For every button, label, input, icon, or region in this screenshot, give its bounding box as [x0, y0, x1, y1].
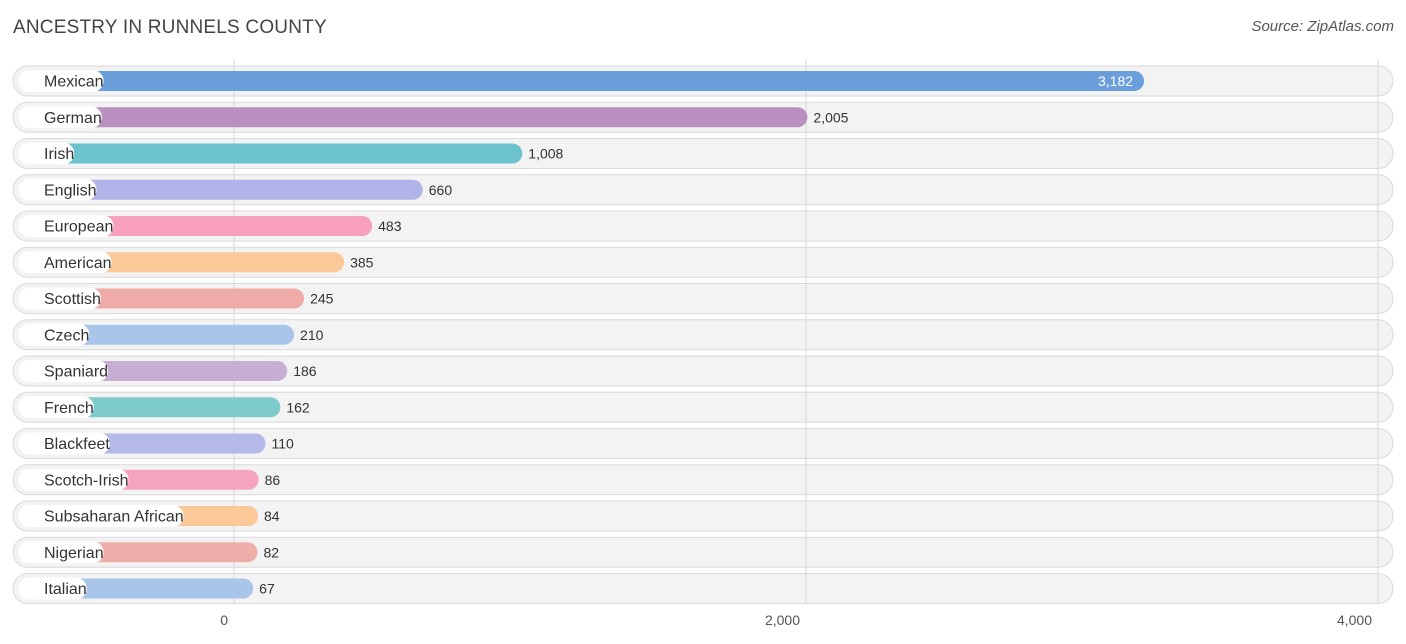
category-label: Italian [44, 581, 87, 598]
category-label: German [44, 110, 102, 127]
category-label: Scotch-Irish [44, 472, 128, 489]
value-label: 3,182 [1098, 73, 1133, 89]
source-attribution: Source: ZipAtlas.com [1251, 18, 1394, 35]
row-background [12, 283, 1394, 314]
row-background [12, 391, 1394, 423]
value-label: 110 [271, 436, 294, 452]
category-label: Nigerian [44, 545, 104, 562]
value-label: 86 [265, 472, 281, 488]
category-label: American [44, 255, 112, 272]
category-label-pill [18, 251, 112, 274]
bar-group: Italian 67 [18, 577, 275, 600]
category-label: Spaniard [44, 364, 108, 381]
category-label: Scottish [44, 291, 101, 308]
value-label: 660 [429, 182, 453, 198]
x-tick-label: 0 [220, 612, 228, 628]
bar-group: Mexican 3,182 [18, 70, 1145, 92]
row-background [12, 355, 1394, 387]
bar-group: English 660 [18, 178, 453, 201]
category-label-pill [18, 432, 110, 455]
bar [18, 143, 523, 164]
category-label-pill [18, 70, 104, 92]
x-tick-label: 4,000 [1337, 612, 1372, 628]
category-label-pill [18, 106, 102, 129]
category-label: Subsaharan African [44, 509, 184, 526]
value-label: 67 [259, 581, 275, 597]
bar-group: European 483 [18, 215, 402, 237]
category-label-pill [18, 178, 97, 201]
row-background [12, 428, 1394, 459]
category-label: European [44, 219, 113, 236]
bar-group: German 2,005 [18, 106, 849, 129]
category-label-pill [18, 505, 184, 527]
bar-group: Czech 210 [18, 323, 324, 346]
value-label: 82 [263, 544, 279, 560]
category-label: English [44, 182, 96, 199]
bars: Mexican 3,182 German 2,005 Irish 1,008 English… [18, 70, 1145, 600]
category-label: Mexican [44, 74, 104, 91]
category-label-pill [18, 541, 104, 564]
category-label-pill [18, 287, 101, 310]
bar-group: Scottish 245 [18, 287, 334, 310]
bar-group: French 162 [18, 396, 310, 419]
bar-group: American 385 [18, 251, 374, 274]
value-label: 245 [310, 291, 334, 307]
bar-group: Nigerian 82 [18, 541, 279, 564]
value-label: 84 [264, 508, 280, 524]
bar-group: Blackfeet 110 [18, 432, 294, 455]
category-label-pill [18, 577, 87, 600]
row-background [12, 573, 1394, 604]
row-background [12, 464, 1394, 496]
x-tick-label: 2,000 [765, 612, 800, 628]
value-label: 1,008 [528, 146, 563, 162]
value-label: 2,005 [813, 109, 848, 125]
bar [18, 179, 423, 200]
category-label-pill [18, 396, 94, 419]
value-label: 210 [300, 327, 324, 343]
bar [18, 107, 808, 128]
category-label: Irish [44, 146, 74, 163]
category-label-pill [18, 215, 114, 237]
value-label: 186 [293, 363, 317, 379]
category-label-pill [18, 468, 129, 491]
category-label: French [44, 400, 94, 417]
value-label: 162 [286, 399, 310, 415]
category-label: Czech [44, 327, 89, 344]
value-label: 483 [378, 218, 402, 234]
x-axis-ticks: 0 2,000 4,000 [220, 612, 1372, 628]
category-label: Blackfeet [44, 436, 110, 453]
row-background [12, 536, 1394, 568]
bar-group: Subsaharan African 84 [18, 505, 280, 527]
row-background [12, 319, 1394, 351]
bar-group: Spaniard 186 [18, 360, 317, 382]
row-background [12, 246, 1394, 278]
bar-group: Irish 1,008 [18, 142, 564, 165]
chart-title: ANCESTRY IN RUNNELS COUNTY [13, 17, 327, 38]
bar [18, 71, 1145, 91]
row-background [12, 500, 1394, 532]
value-label: 385 [350, 254, 374, 270]
category-label-pill [18, 323, 90, 346]
category-label-pill [18, 142, 75, 165]
category-label-pill [18, 360, 109, 382]
bar-group: Scotch-Irish 86 [18, 468, 281, 491]
